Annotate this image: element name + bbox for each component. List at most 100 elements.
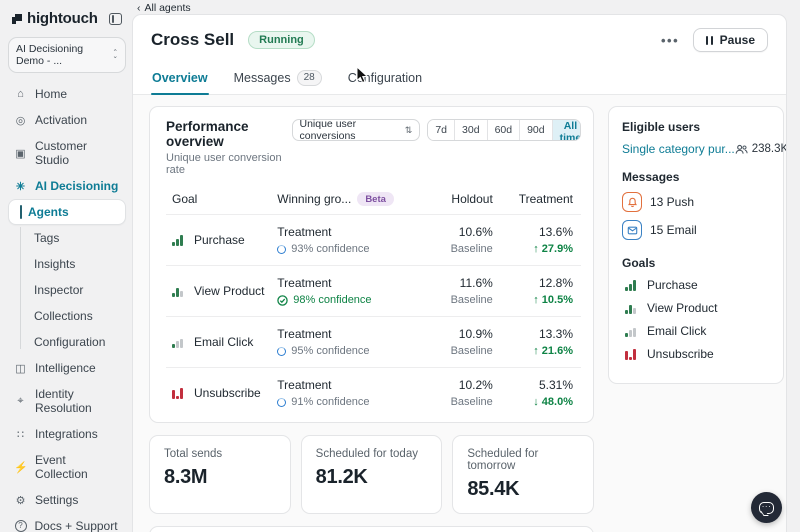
goals-title: Goals (622, 256, 656, 270)
goal-item-view-product: View Product (622, 301, 770, 315)
goal-bars-icon (172, 234, 185, 246)
stat-total-sends: Total sends 8.3M (149, 435, 291, 514)
check-circle-icon (277, 294, 288, 306)
hightouch-logo-icon (12, 13, 22, 24)
content-area: ‹ All agents Cross Sell Running ••• Paus… (132, 0, 800, 532)
goal-item-email-click: Email Click (622, 324, 770, 338)
integrations-icon: ∷ (17, 428, 24, 441)
agents-subnav: Tags Insights Inspector Collections Conf… (8, 225, 126, 355)
home-icon: ⌂ (17, 88, 24, 100)
status-badge: Running (248, 31, 315, 49)
sidebar-item-agents[interactable]: Agents (8, 199, 126, 225)
overview-body: Performance overview Unique user convers… (133, 95, 786, 532)
table-row[interactable]: Unsubscribe Treatment 91% confidence 10.… (166, 367, 581, 418)
range-60d[interactable]: 60d (486, 120, 520, 140)
table-row[interactable]: Purchase Treatment 93% confidence 10.6% … (166, 214, 581, 265)
bell-icon (622, 192, 642, 212)
lift-value: ↑ 27.9% (533, 243, 573, 255)
performance-title: Performance overview (166, 119, 249, 149)
pause-button[interactable]: Pause (693, 28, 768, 52)
agent-header: Cross Sell Running ••• Pause (133, 15, 786, 52)
sidebar: hightouch AI Decisioning Demo - ... ⌃ ⌄ ⌂… (0, 0, 132, 532)
activation-icon: ◎ (15, 114, 26, 127)
tab-messages[interactable]: Messages 28 (233, 64, 323, 94)
lift-value: ↑ 10.5% (533, 294, 573, 306)
goal-bars-icon (172, 285, 185, 297)
audience-link[interactable]: Single category pur... (622, 142, 735, 156)
range-30d[interactable]: 30d (454, 120, 487, 140)
logo-row: hightouch (8, 8, 126, 27)
sidebar-nav: ⌂ Home ◎ Activation ▣ Customer Studio ✳ … (8, 81, 126, 487)
performance-overview-card: Performance overview Unique user convers… (149, 106, 594, 423)
event-collection-icon: ⚡ (14, 461, 28, 474)
performance-subtitle: Unique user conversion rate (166, 152, 282, 176)
sidebar-item-collections[interactable]: Collections (34, 309, 93, 323)
tab-bar: Overview Messages 28 Configuration (133, 64, 786, 95)
page-title: Cross Sell (151, 30, 235, 49)
sidebar-item-activation[interactable]: ◎ Activation (15, 113, 88, 127)
range-all-time[interactable]: All time (551, 120, 581, 140)
sidebar-item-integrations[interactable]: ∷ Integrations (8, 421, 126, 447)
sidebar-footer: ⚙ Settings ? Docs + Support AC anthony@h… (8, 487, 126, 532)
sidebar-item-ai-decisioning[interactable]: ✳ AI Decisioning (15, 179, 119, 193)
breadcrumb[interactable]: ‹ All agents (137, 2, 191, 14)
eligible-count: 238.3K (751, 143, 786, 155)
stats-row: Total sends 8.3M Scheduled for today 81.… (149, 435, 595, 514)
goal-bars-icon (625, 325, 638, 337)
table-row[interactable]: Email Click Treatment 95% confidence 10.… (166, 316, 581, 367)
sidebar-item-event-collection[interactable]: ⚡ Event Collection (14, 453, 88, 481)
performance-table: Goal Winning gro... Beta Holdout Treatme… (166, 190, 581, 418)
identity-resolution-icon: ⌖ (17, 394, 24, 407)
performance-range-selector: 7d 30d 60d 90d All time (427, 119, 581, 141)
sidebar-item-home[interactable]: ⌂ Home (8, 81, 126, 107)
agent-summary-panel: Eligible users Single category pur... 23… (608, 106, 786, 384)
sidebar-item-configuration[interactable]: Configuration (34, 335, 106, 349)
users-icon (735, 144, 748, 154)
workspace-label: AI Decisioning Demo - ... (16, 43, 84, 67)
collapse-sidebar-icon[interactable] (109, 12, 122, 25)
stat-scheduled-tomorrow: Scheduled for tomorrow 85.4K (452, 435, 595, 514)
agent-detail-card: Cross Sell Running ••• Pause Overview (132, 14, 787, 532)
sidebar-item-intelligence[interactable]: ◫ Intelligence (15, 361, 96, 375)
stat-scheduled-today: Scheduled for today 81.2K (300, 435, 443, 514)
metric-select[interactable]: Unique user conversions ⇅ (291, 118, 421, 142)
sidebar-item-identity-resolution[interactable]: ⌖ Identity Resolution (8, 381, 126, 421)
sidebar-item-tags[interactable]: Tags (34, 231, 60, 245)
overflow-menu-icon[interactable]: ••• (660, 32, 680, 48)
confidence-ring-icon (277, 397, 287, 407)
goal-item-purchase: Purchase (622, 278, 770, 292)
confidence-ring-icon (277, 346, 287, 356)
table-row[interactable]: View Product Treatment 98% confidence (166, 265, 581, 316)
goal-bars-icon (625, 302, 638, 314)
intelligence-icon: ◫ (15, 362, 26, 375)
sends-over-time-card: Sends over time 7d 30d 60d 90d All time … (149, 526, 594, 532)
goal-bars-icon (172, 336, 185, 348)
push-messages-row: 13 Push (622, 192, 770, 212)
range-7d[interactable]: 7d (428, 120, 455, 140)
tab-configuration[interactable]: Configuration (347, 71, 423, 85)
confidence-ring-icon (277, 244, 287, 254)
customer-studio-icon: ▣ (15, 147, 26, 160)
workspace-selector[interactable]: AI Decisioning Demo - ... ⌃ ⌄ (8, 37, 126, 73)
pause-icon (706, 35, 713, 45)
range-90d[interactable]: 90d (519, 120, 552, 140)
email-messages-row: 15 Email (622, 220, 770, 240)
messages-count-badge: 28 (296, 70, 322, 86)
chat-support-button[interactable]: ··· (751, 492, 782, 523)
chat-bubble-icon: ··· (759, 501, 774, 514)
sidebar-item-settings[interactable]: ⚙ Settings (15, 493, 79, 507)
messages-title: Messages (622, 170, 680, 184)
question-circle-icon: ? (14, 520, 27, 532)
chevron-updown-icon: ⌃ ⌄ (112, 48, 118, 60)
sidebar-item-docs-support[interactable]: ? Docs + Support (8, 513, 126, 532)
beta-badge: Beta (357, 192, 394, 206)
sidebar-item-insights[interactable]: Insights (34, 257, 76, 271)
eligible-users-title: Eligible users (622, 120, 701, 134)
table-header-row: Goal Winning gro... Beta Holdout Treatme… (172, 192, 573, 206)
goal-bars-icon (625, 348, 638, 360)
sidebar-item-customer-studio[interactable]: ▣ Customer Studio (15, 139, 88, 167)
lift-value: ↑ 21.6% (533, 345, 573, 357)
sidebar-item-inspector[interactable]: Inspector (34, 283, 84, 297)
tab-overview[interactable]: Overview (151, 64, 209, 95)
